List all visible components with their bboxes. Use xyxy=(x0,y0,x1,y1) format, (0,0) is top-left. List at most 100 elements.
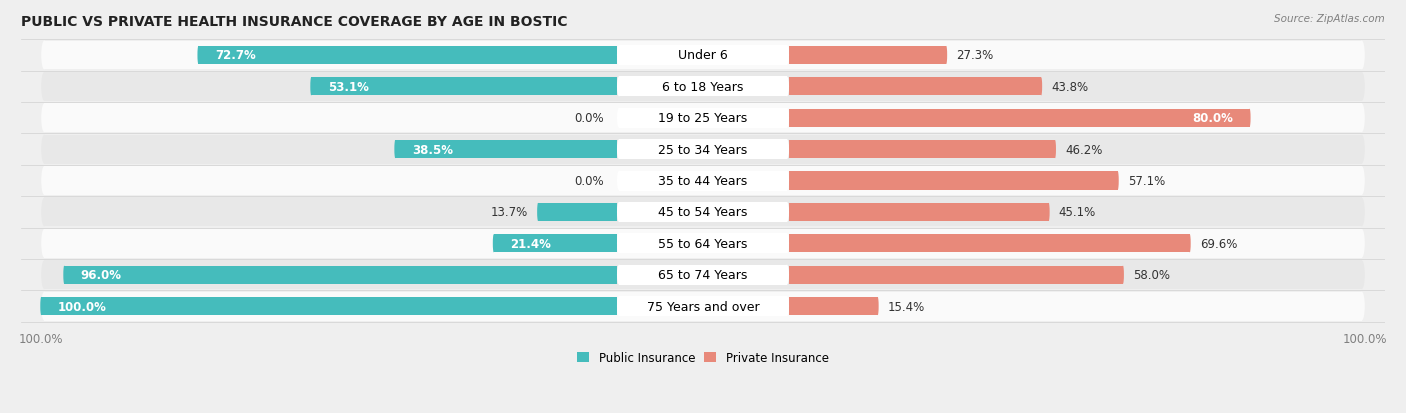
Text: 53.1%: 53.1% xyxy=(328,81,368,94)
Text: Source: ZipAtlas.com: Source: ZipAtlas.com xyxy=(1274,14,1385,24)
Bar xyxy=(789,47,946,65)
Ellipse shape xyxy=(617,77,621,97)
Ellipse shape xyxy=(1040,78,1042,96)
Ellipse shape xyxy=(41,297,42,316)
Ellipse shape xyxy=(617,234,621,254)
Ellipse shape xyxy=(41,73,48,102)
Text: 55 to 64 Years: 55 to 64 Years xyxy=(658,237,748,250)
Bar xyxy=(44,292,1362,321)
Bar xyxy=(789,109,1250,128)
Text: 0.0%: 0.0% xyxy=(574,112,603,125)
Bar xyxy=(395,141,617,159)
Bar xyxy=(41,297,617,316)
Bar xyxy=(789,297,877,316)
Ellipse shape xyxy=(41,104,48,133)
Bar xyxy=(789,78,1042,96)
Bar xyxy=(619,46,787,66)
Ellipse shape xyxy=(617,109,621,128)
Text: 15.4%: 15.4% xyxy=(887,300,925,313)
Bar xyxy=(619,265,787,285)
Ellipse shape xyxy=(1122,266,1123,284)
Text: 45.1%: 45.1% xyxy=(1059,206,1095,219)
Ellipse shape xyxy=(1358,135,1365,164)
Ellipse shape xyxy=(494,235,495,253)
Ellipse shape xyxy=(1358,292,1365,321)
Bar xyxy=(198,47,617,65)
Ellipse shape xyxy=(311,78,312,96)
Ellipse shape xyxy=(1189,235,1191,253)
Ellipse shape xyxy=(1358,41,1365,70)
Ellipse shape xyxy=(785,46,789,66)
Bar xyxy=(311,78,617,96)
Ellipse shape xyxy=(41,198,48,227)
Bar xyxy=(619,202,787,222)
Bar xyxy=(619,297,787,316)
Bar xyxy=(44,135,1362,164)
Ellipse shape xyxy=(617,46,621,66)
Text: Under 6: Under 6 xyxy=(678,49,728,62)
Ellipse shape xyxy=(785,109,789,128)
Ellipse shape xyxy=(877,297,879,316)
Ellipse shape xyxy=(785,140,789,160)
Legend: Public Insurance, Private Insurance: Public Insurance, Private Insurance xyxy=(572,347,834,369)
Text: 72.7%: 72.7% xyxy=(215,49,256,62)
Ellipse shape xyxy=(785,171,789,191)
Bar xyxy=(789,266,1123,284)
Ellipse shape xyxy=(63,266,65,284)
Ellipse shape xyxy=(1358,104,1365,133)
Ellipse shape xyxy=(41,261,48,290)
Ellipse shape xyxy=(785,234,789,254)
Text: 6 to 18 Years: 6 to 18 Years xyxy=(662,81,744,94)
Ellipse shape xyxy=(1047,203,1050,221)
Bar xyxy=(789,141,1054,159)
Ellipse shape xyxy=(41,292,48,321)
Ellipse shape xyxy=(197,47,200,65)
Bar xyxy=(619,171,787,191)
Bar xyxy=(789,172,1118,190)
Text: 65 to 74 Years: 65 to 74 Years xyxy=(658,268,748,282)
Ellipse shape xyxy=(41,229,48,258)
Ellipse shape xyxy=(537,203,538,221)
Bar xyxy=(44,229,1362,258)
Text: 58.0%: 58.0% xyxy=(1133,268,1170,282)
Bar xyxy=(619,234,787,254)
Ellipse shape xyxy=(617,297,621,316)
Ellipse shape xyxy=(785,265,789,285)
Text: PUBLIC VS PRIVATE HEALTH INSURANCE COVERAGE BY AGE IN BOSTIC: PUBLIC VS PRIVATE HEALTH INSURANCE COVER… xyxy=(21,15,568,29)
Bar xyxy=(44,167,1362,195)
Ellipse shape xyxy=(617,171,621,191)
Text: 80.0%: 80.0% xyxy=(1192,112,1233,125)
Text: 69.6%: 69.6% xyxy=(1199,237,1237,250)
Bar xyxy=(538,203,617,221)
Bar xyxy=(65,266,617,284)
Ellipse shape xyxy=(617,202,621,222)
Bar xyxy=(44,41,1362,70)
Ellipse shape xyxy=(41,135,48,164)
Bar xyxy=(44,198,1362,227)
Ellipse shape xyxy=(617,265,621,285)
Text: 100.0%: 100.0% xyxy=(58,300,107,313)
Text: 75 Years and over: 75 Years and over xyxy=(647,300,759,313)
Ellipse shape xyxy=(785,77,789,97)
Bar xyxy=(619,140,787,160)
Text: 25 to 34 Years: 25 to 34 Years xyxy=(658,143,748,156)
Bar xyxy=(789,203,1049,221)
Bar xyxy=(789,235,1189,253)
Ellipse shape xyxy=(1358,198,1365,227)
Text: 96.0%: 96.0% xyxy=(80,268,122,282)
Ellipse shape xyxy=(1358,261,1365,290)
Bar xyxy=(44,261,1362,290)
Ellipse shape xyxy=(1358,167,1365,195)
Bar xyxy=(619,109,787,128)
Text: 38.5%: 38.5% xyxy=(412,143,453,156)
Text: 27.3%: 27.3% xyxy=(956,49,994,62)
Text: 45 to 54 Years: 45 to 54 Years xyxy=(658,206,748,219)
Bar xyxy=(44,104,1362,133)
Ellipse shape xyxy=(617,140,621,160)
Ellipse shape xyxy=(1116,172,1119,190)
Ellipse shape xyxy=(41,167,48,195)
Ellipse shape xyxy=(1358,73,1365,102)
Ellipse shape xyxy=(785,297,789,316)
Bar xyxy=(619,77,787,97)
Ellipse shape xyxy=(945,47,948,65)
